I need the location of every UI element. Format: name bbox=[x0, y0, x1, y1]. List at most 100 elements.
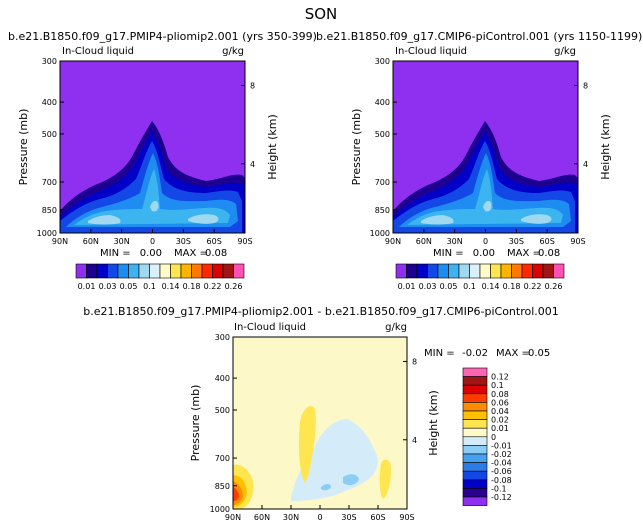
colorbar-label: 0.26 bbox=[225, 282, 243, 291]
panel-2-min-value: 0.00 bbox=[473, 248, 495, 259]
y-tick-label: 500 bbox=[375, 130, 390, 139]
colorbar-cell bbox=[395, 263, 407, 279]
colorbar-label: 0.06 bbox=[491, 398, 509, 407]
colorbar-cell bbox=[427, 263, 439, 279]
y-tick-label: 1000 bbox=[370, 229, 390, 238]
panel-3-pos-left-4 bbox=[233, 487, 239, 501]
colorbar-cell bbox=[469, 263, 481, 279]
panel-3-max-label: MAX = bbox=[496, 348, 530, 359]
colorbar-cell bbox=[437, 263, 449, 279]
colorbar-cell bbox=[448, 263, 460, 279]
colorbar-label: 0.05 bbox=[440, 282, 458, 291]
colorbar-cell bbox=[462, 470, 488, 481]
x-tick-label: 30N bbox=[283, 513, 299, 522]
colorbar-label: 0.22 bbox=[204, 282, 222, 291]
panel-3-ylabel-right: Height (km) bbox=[427, 390, 440, 456]
panel-2-min-label: MIN = bbox=[433, 248, 464, 259]
colorbar-label: 0.1 bbox=[491, 381, 504, 390]
panel-2-max-value: 0.08 bbox=[538, 248, 560, 259]
x-tick-label: 90N bbox=[385, 237, 401, 246]
colorbar-label: -0.06 bbox=[491, 467, 512, 476]
colorbar-label: 0.01 bbox=[78, 282, 96, 291]
y-tick-label: 300 bbox=[42, 57, 57, 66]
x-tick-label: 60S bbox=[540, 237, 555, 246]
y-tick-label: 700 bbox=[42, 178, 57, 187]
colorbar-cell bbox=[462, 488, 488, 498]
panel-2-y-axis: 300 400 500 700 850 1000 bbox=[370, 57, 397, 238]
panel-1-max-value: 0.08 bbox=[205, 248, 227, 259]
colorbar-label: 0.03 bbox=[419, 282, 437, 291]
y-right-tick-label: 4 bbox=[583, 160, 588, 169]
y-tick-label: 1000 bbox=[37, 229, 57, 238]
x-tick-label: 60S bbox=[207, 237, 222, 246]
x-tick-label: 90N bbox=[225, 513, 241, 522]
x-tick-label: 30S bbox=[509, 237, 524, 246]
colorbar-cell bbox=[416, 263, 428, 279]
colorbar-label: 0.02 bbox=[491, 416, 509, 425]
panel-1-max-label: MAX = bbox=[174, 248, 208, 259]
colorbar-cell bbox=[406, 263, 418, 279]
panel-1-contour-l5 bbox=[74, 169, 230, 225]
panel-1-contour-l6c bbox=[150, 200, 159, 212]
panel-3-y-axis: 300 400 500 700 850 1000 bbox=[210, 333, 237, 514]
colorbar-label: 0.08 bbox=[491, 390, 509, 399]
colorbar-cell bbox=[462, 376, 488, 386]
panel-3-colorbar bbox=[462, 367, 488, 506]
colorbar-cell bbox=[222, 263, 234, 279]
panel-2-y-axis-right: 84 bbox=[574, 81, 588, 169]
panel-3-pos-right bbox=[379, 459, 391, 499]
colorbar-cell bbox=[479, 263, 491, 279]
panel-3-neg-core-b bbox=[321, 484, 331, 491]
colorbar-label: 0.1 bbox=[143, 282, 156, 291]
colorbar-label: 0.18 bbox=[183, 282, 201, 291]
x-tick-label: 60N bbox=[83, 237, 99, 246]
x-tick-label: 30N bbox=[114, 237, 130, 246]
colorbar-cell bbox=[86, 263, 98, 279]
y-tick-label: 500 bbox=[42, 130, 57, 139]
colorbar-cell bbox=[462, 410, 488, 420]
x-tick-label: 0 bbox=[150, 237, 155, 246]
panel-3-pos-tower bbox=[299, 406, 316, 483]
panel-1-colorbar-labels: 0.01 0.03 0.05 0.1 0.14 0.18 0.22 0.26 bbox=[78, 282, 243, 291]
panel-2-x-axis: 90N 60N 30N 0 30S 60S 90S bbox=[385, 229, 586, 246]
colorbar-label: -0.12 bbox=[491, 493, 512, 502]
y-tick-label: 850 bbox=[215, 482, 230, 491]
colorbar-cell bbox=[511, 263, 523, 279]
panel-1-min-label: MIN = bbox=[100, 248, 131, 259]
panel-1-units: g/kg bbox=[222, 46, 244, 57]
panel-3-min-label: MIN = bbox=[424, 348, 455, 359]
colorbar-cell bbox=[542, 263, 554, 279]
colorbar-cell bbox=[462, 427, 488, 438]
panel-3-min-value: -0.02 bbox=[462, 348, 488, 359]
x-tick-label: 90S bbox=[399, 513, 414, 522]
colorbar-label: 0.12 bbox=[491, 373, 509, 382]
panel-2-max-label: MAX = bbox=[507, 248, 541, 259]
colorbar-cell bbox=[532, 263, 544, 279]
colorbar-label: 0.22 bbox=[524, 282, 542, 291]
y-right-tick-label: 8 bbox=[583, 81, 588, 90]
colorbar-label: 0.04 bbox=[491, 407, 509, 416]
panel-1-title: b.e21.B1850.f09_g17.PMIP4-pliomip2.001 (… bbox=[8, 30, 317, 43]
colorbar-label: -0.04 bbox=[491, 459, 512, 468]
y-right-tick-label: 4 bbox=[250, 160, 255, 169]
panel-2-contour-l6c bbox=[483, 200, 492, 212]
colorbar-cell bbox=[490, 263, 502, 279]
page-title: SON bbox=[305, 5, 338, 23]
colorbar-cell bbox=[462, 445, 488, 455]
panel-1-ylabel: Pressure (mb) bbox=[17, 109, 30, 186]
colorbar-cell bbox=[462, 393, 488, 403]
y-tick-label: 700 bbox=[375, 178, 390, 187]
y-tick-label: 850 bbox=[42, 206, 57, 215]
x-tick-label: 30S bbox=[341, 513, 356, 522]
x-tick-label: 60N bbox=[416, 237, 432, 246]
y-right-tick-label: 8 bbox=[412, 357, 417, 366]
colorbar-label: 0.14 bbox=[482, 282, 500, 291]
x-tick-label: 90N bbox=[52, 237, 68, 246]
colorbar-cell bbox=[149, 263, 161, 279]
y-tick-label: 1000 bbox=[210, 505, 230, 514]
panel-3-colorbar-labels: 0.120.10.080.060.040.020.010-0.01-0.02-0… bbox=[491, 373, 512, 502]
colorbar-label: 0.05 bbox=[120, 282, 138, 291]
panel-3-max-value: 0.05 bbox=[528, 348, 550, 359]
colorbar-cell bbox=[201, 263, 213, 279]
